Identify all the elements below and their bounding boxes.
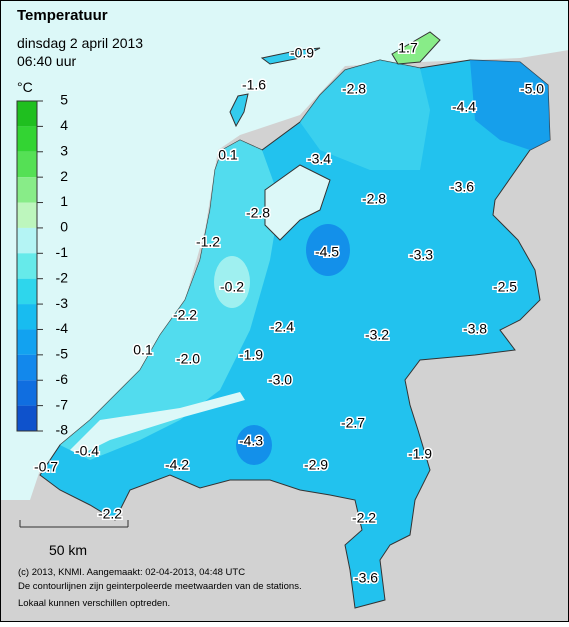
legend-label: -7 xyxy=(56,396,69,412)
station-reading: -1.9 xyxy=(239,347,263,363)
legend-swatch xyxy=(17,227,37,254)
station-reading: -2.2 xyxy=(352,510,376,526)
legend: 5 4 3 2 1 0 -1 -2 -3 -4 -5 -6 -7 -8 xyxy=(16,92,69,438)
legend-swatch xyxy=(17,278,37,305)
station-reading: 0.1 xyxy=(218,147,238,163)
legend-label: -1 xyxy=(56,244,69,260)
legend-label: 4 xyxy=(60,117,68,133)
legend-swatch xyxy=(17,202,37,228)
station-reading: -4.3 xyxy=(239,433,263,449)
warm-zone xyxy=(214,256,250,308)
estuary xyxy=(70,392,245,455)
cold-zone xyxy=(306,224,350,276)
station-reading: -3.8 xyxy=(463,321,487,337)
legend-swatch xyxy=(17,380,37,406)
island xyxy=(229,93,249,128)
west-zone xyxy=(60,140,280,460)
legend-swatch xyxy=(17,304,37,330)
station-reading: -2.8 xyxy=(362,191,386,207)
legend-swatch xyxy=(17,405,37,431)
legend-swatch xyxy=(17,126,37,152)
ijsselmeer xyxy=(264,164,331,241)
legend-swatch xyxy=(17,354,37,381)
legend-swatch xyxy=(17,329,37,355)
legend-frame xyxy=(16,100,38,432)
footer: De contourlijnen zijn geinterpoleerde me… xyxy=(18,581,302,592)
date: dinsdag 2 april 2013 xyxy=(17,35,143,51)
station-reading: -0.7 xyxy=(34,459,58,475)
footer: (c) 2013, KNMI. Aangemaakt: 02-04-2013, … xyxy=(18,567,245,578)
unit: °C xyxy=(17,79,33,95)
station-reading: -2.2 xyxy=(173,307,197,323)
station-reading: -3.6 xyxy=(354,570,378,586)
station-reading: -3.2 xyxy=(365,327,389,343)
station-reading: -2.0 xyxy=(176,351,200,367)
station-reading: -2.8 xyxy=(342,81,366,97)
station-reading: -3.4 xyxy=(307,151,331,167)
station-reading: -2.2 xyxy=(98,506,122,522)
footer: Lokaal kunnen verschillen optreden. xyxy=(18,598,170,609)
east-zone xyxy=(470,60,550,150)
scale-label: 50 km xyxy=(49,542,87,558)
cold-zone xyxy=(236,425,272,465)
station-reading: -2.4 xyxy=(270,319,294,335)
station-reading: -4.5 xyxy=(315,244,339,260)
station-reading: -5.0 xyxy=(520,81,544,97)
legend-label: 0 xyxy=(60,219,68,235)
legend-swatch xyxy=(17,253,37,279)
legend-label: -3 xyxy=(56,295,69,311)
station-reading: -1.6 xyxy=(242,77,266,93)
legend-label: -8 xyxy=(56,422,69,438)
station-reading: -2.7 xyxy=(341,415,365,431)
time: 06:40 uur xyxy=(17,53,76,69)
legend-swatch xyxy=(17,101,37,127)
station-reading: -3.0 xyxy=(268,372,292,388)
legend-label: 5 xyxy=(60,92,68,108)
legend-label: -5 xyxy=(56,346,69,362)
station-reading: -1.9 xyxy=(408,446,432,462)
station-reading: -0.2 xyxy=(220,279,244,295)
station-reading: -4.2 xyxy=(165,457,189,473)
stations: -0.9 1.7 -1.6 -2.8 -4.4 -5.0 0.1 -3.4 -3.6 -2.8 -2… xyxy=(32,38,545,587)
station-reading: 0.1 xyxy=(133,342,153,358)
station-reading: -0.9 xyxy=(290,45,314,61)
island xyxy=(260,47,321,65)
station-reading: -3.6 xyxy=(450,179,474,195)
station-reading: -0.4 xyxy=(75,443,99,459)
station-reading: -2.8 xyxy=(246,205,270,221)
legend-label: 1 xyxy=(60,193,68,209)
station-reading: -3.3 xyxy=(409,247,433,263)
legend-label: 3 xyxy=(60,142,68,158)
north-zone xyxy=(300,60,430,170)
legend-swatch xyxy=(17,151,37,178)
station-reading: -2.5 xyxy=(493,279,517,295)
legend-swatch xyxy=(17,177,37,203)
station-reading: -4.4 xyxy=(452,99,476,115)
station-reading: -2.9 xyxy=(304,457,328,473)
sea xyxy=(0,0,569,500)
legend-label: -4 xyxy=(56,320,69,336)
island xyxy=(391,31,441,65)
station-reading: -1.2 xyxy=(196,234,220,250)
station-reading: 1.7 xyxy=(398,40,418,56)
legend-label: -6 xyxy=(56,371,69,387)
title: Temperatuur xyxy=(17,7,108,24)
legend-label: -2 xyxy=(56,269,69,285)
legend-label: 2 xyxy=(60,168,68,184)
